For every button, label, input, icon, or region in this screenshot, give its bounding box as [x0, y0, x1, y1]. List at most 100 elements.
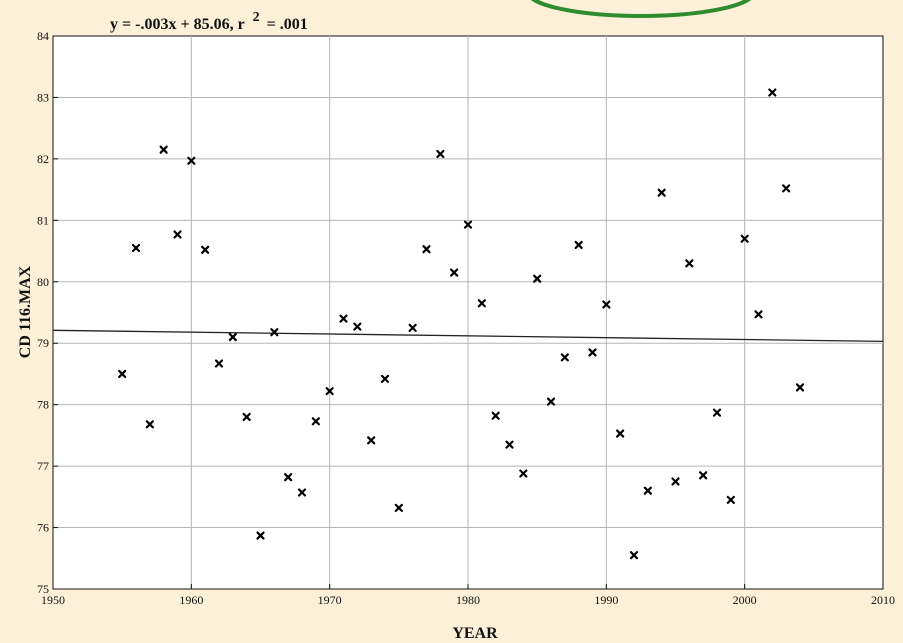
chart-title-superscript: 2 [253, 10, 260, 25]
data-point [353, 322, 362, 331]
data-point [657, 188, 666, 197]
data-point-stroke [574, 240, 583, 250]
data-point [768, 88, 777, 97]
data-point-stroke [311, 417, 320, 426]
data-point [422, 245, 431, 254]
y-tick-label: 76 [37, 521, 49, 535]
data-point [533, 274, 542, 283]
data-point [505, 440, 514, 449]
data-point-stroke [408, 323, 417, 332]
data-point [685, 259, 694, 268]
data-point-stroke [629, 551, 639, 560]
x-tick-label: 1990 [594, 593, 618, 607]
data-point-stroke [450, 268, 459, 277]
data-point-stroke [657, 188, 666, 197]
x-tick-label: 1970 [318, 593, 342, 607]
regression-line-group [52, 329, 884, 343]
data-point-stroke [491, 411, 500, 420]
data-point-stroke [685, 259, 694, 268]
data-point [754, 310, 763, 319]
data-point-stroke [782, 184, 791, 193]
data-point [602, 300, 611, 309]
y-tick-label: 79 [37, 336, 49, 350]
data-point [242, 412, 251, 422]
data-point [380, 374, 390, 383]
data-point-stroke [145, 420, 154, 429]
data-point-stroke [754, 310, 763, 319]
data-point [616, 429, 625, 438]
data-point-stroke [519, 469, 528, 478]
data-point-stroke [588, 348, 597, 357]
data-point [214, 359, 224, 368]
highlight-oval [530, 0, 752, 18]
data-point [187, 156, 196, 165]
data-point-stroke [616, 429, 625, 438]
data-point [712, 408, 722, 417]
data-point [463, 220, 473, 229]
data-point-stroke [726, 495, 735, 505]
x-tick-label: 1960 [179, 593, 203, 607]
data-point [629, 551, 639, 560]
data-point [671, 477, 680, 486]
data-point [408, 323, 417, 332]
data-point [367, 436, 376, 445]
y-tick-label: 82 [37, 152, 49, 166]
data-point [574, 240, 583, 250]
data-point [394, 503, 403, 512]
y-tick-label: 83 [37, 90, 49, 104]
data-point-stroke [671, 477, 680, 486]
data-point-stroke [436, 149, 445, 159]
data-point [325, 387, 334, 396]
data-point [795, 383, 805, 392]
data-point-stroke [353, 322, 362, 331]
data-point-stroke [131, 243, 141, 253]
data-point-stroke [740, 234, 749, 243]
data-point [491, 411, 500, 420]
data-point-stroke [560, 353, 569, 362]
data-point [519, 469, 528, 478]
data-point [311, 417, 320, 426]
data-point-stroke [325, 387, 334, 396]
data-point [699, 471, 708, 480]
regression-line [52, 329, 884, 343]
data-point [643, 486, 652, 495]
data-point [145, 420, 154, 429]
data-point [477, 299, 486, 308]
data-point-stroke [768, 88, 777, 97]
x-tick-label: 2010 [871, 593, 895, 607]
grid-lines [52, 35, 884, 590]
data-point-stroke [699, 471, 708, 480]
chart-title: y = -.003x + 85.06, r 2 = .001 [110, 10, 308, 33]
x-tick-label: 2000 [733, 593, 757, 607]
data-point-stroke [546, 397, 556, 406]
data-point [726, 495, 735, 505]
data-point [131, 243, 141, 253]
data-point [256, 531, 265, 540]
data-point-stroke [643, 486, 652, 495]
data-point [159, 145, 168, 154]
data-point-stroke [228, 332, 237, 342]
data-point [284, 473, 293, 482]
data-points [118, 88, 805, 560]
data-point-stroke [256, 531, 265, 540]
y-axis-label: CD 116.MAX [17, 265, 34, 358]
data-point [173, 230, 182, 239]
data-point-stroke [214, 359, 224, 368]
x-tick-label: 1950 [41, 593, 65, 607]
data-point-stroke [602, 300, 611, 309]
data-point [782, 184, 791, 193]
data-point-stroke [159, 145, 168, 154]
data-point [588, 348, 597, 357]
data-point-stroke [795, 383, 805, 392]
data-point [560, 353, 569, 362]
data-point-stroke [422, 245, 431, 254]
x-axis-label: YEAR [452, 625, 498, 642]
data-point-stroke [394, 503, 403, 512]
data-point [270, 328, 279, 337]
data-point [436, 149, 445, 159]
data-point-stroke [297, 488, 307, 497]
data-point [228, 332, 237, 342]
data-point [297, 488, 307, 497]
data-point-stroke [339, 314, 348, 323]
